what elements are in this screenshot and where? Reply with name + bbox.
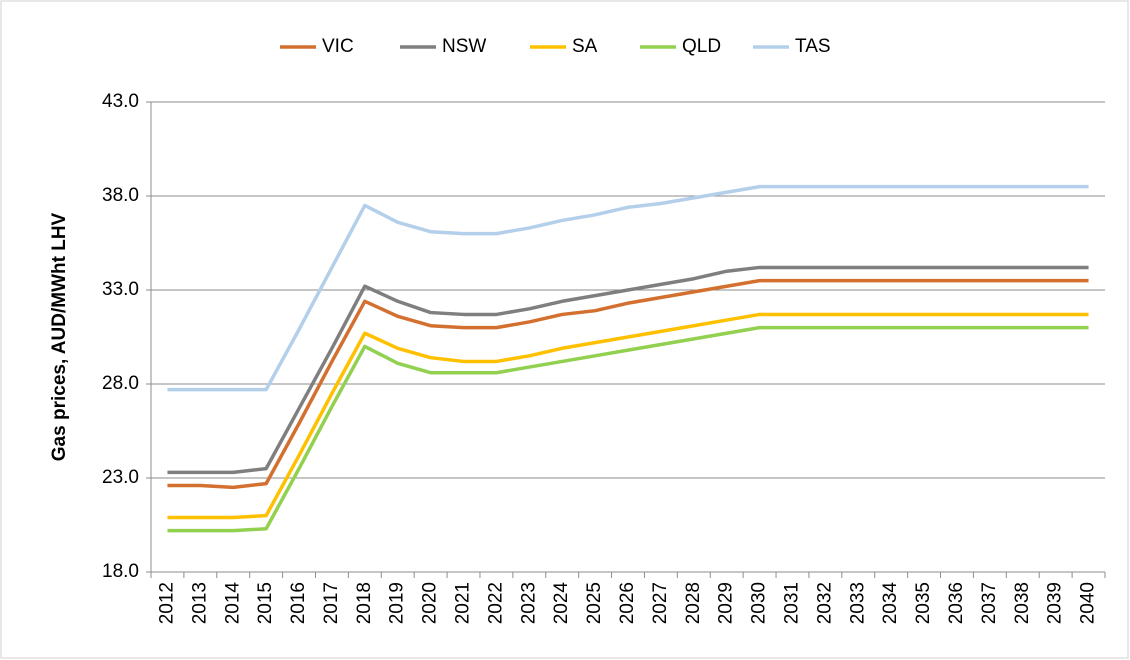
y-tick-label: 38.0 — [102, 185, 139, 206]
x-tick-label: 2027 — [650, 582, 671, 624]
x-tick-label: 2039 — [1045, 582, 1066, 624]
x-tick-label: 2012 — [156, 582, 177, 624]
x-tick-label: 2025 — [584, 582, 605, 624]
legend-label: QLD — [682, 36, 721, 57]
x-tick-label: 2031 — [781, 582, 802, 624]
legend-label: NSW — [442, 36, 486, 57]
y-tick-label: 33.0 — [102, 279, 139, 300]
x-tick-label: 2038 — [1012, 582, 1033, 624]
legend-label: SA — [572, 36, 598, 57]
x-tick-label: 2018 — [354, 582, 375, 624]
legend-label: TAS — [795, 36, 831, 57]
x-tick-label: 2036 — [946, 582, 967, 624]
x-tick-label: 2033 — [847, 582, 868, 624]
x-tick-label: 2016 — [288, 582, 309, 624]
y-tick-label: 18.0 — [102, 561, 139, 582]
legend-label: VIC — [322, 36, 354, 57]
y-tick-label: 23.0 — [102, 467, 139, 488]
x-tick-label: 2023 — [518, 582, 539, 624]
x-tick-label: 2021 — [453, 582, 474, 624]
x-tick-label: 2030 — [749, 582, 770, 624]
x-tick-label: 2014 — [222, 582, 243, 625]
x-tick-label: 2035 — [913, 582, 934, 624]
y-axis-label: Gas prices, AUD/MWht LHV — [49, 212, 70, 461]
x-tick-label: 2017 — [321, 582, 342, 624]
y-tick-label: 28.0 — [102, 373, 139, 394]
x-tick-label: 2015 — [255, 582, 276, 624]
series-line — [167, 184, 1089, 392]
x-tick-label: 2022 — [485, 582, 506, 624]
x-tick-label: 2029 — [716, 582, 737, 624]
x-tick-label: 2013 — [189, 582, 210, 624]
series-line — [167, 278, 1089, 490]
y-tick-label: 43.0 — [102, 91, 139, 112]
x-tick-label: 2024 — [551, 582, 572, 625]
x-tick-label: 2040 — [1078, 582, 1099, 624]
x-tick-label: 2028 — [683, 582, 704, 624]
series-line — [167, 265, 1089, 475]
x-tick-label: 2032 — [814, 582, 835, 624]
x-tick-label: 2034 — [880, 582, 901, 625]
x-tick-label: 2020 — [420, 582, 441, 624]
x-tick-label: 2019 — [387, 582, 408, 624]
x-tick-label: 2037 — [979, 582, 1000, 624]
series-line — [167, 325, 1089, 533]
series-line — [167, 312, 1089, 520]
x-tick-label: 2026 — [617, 582, 638, 624]
